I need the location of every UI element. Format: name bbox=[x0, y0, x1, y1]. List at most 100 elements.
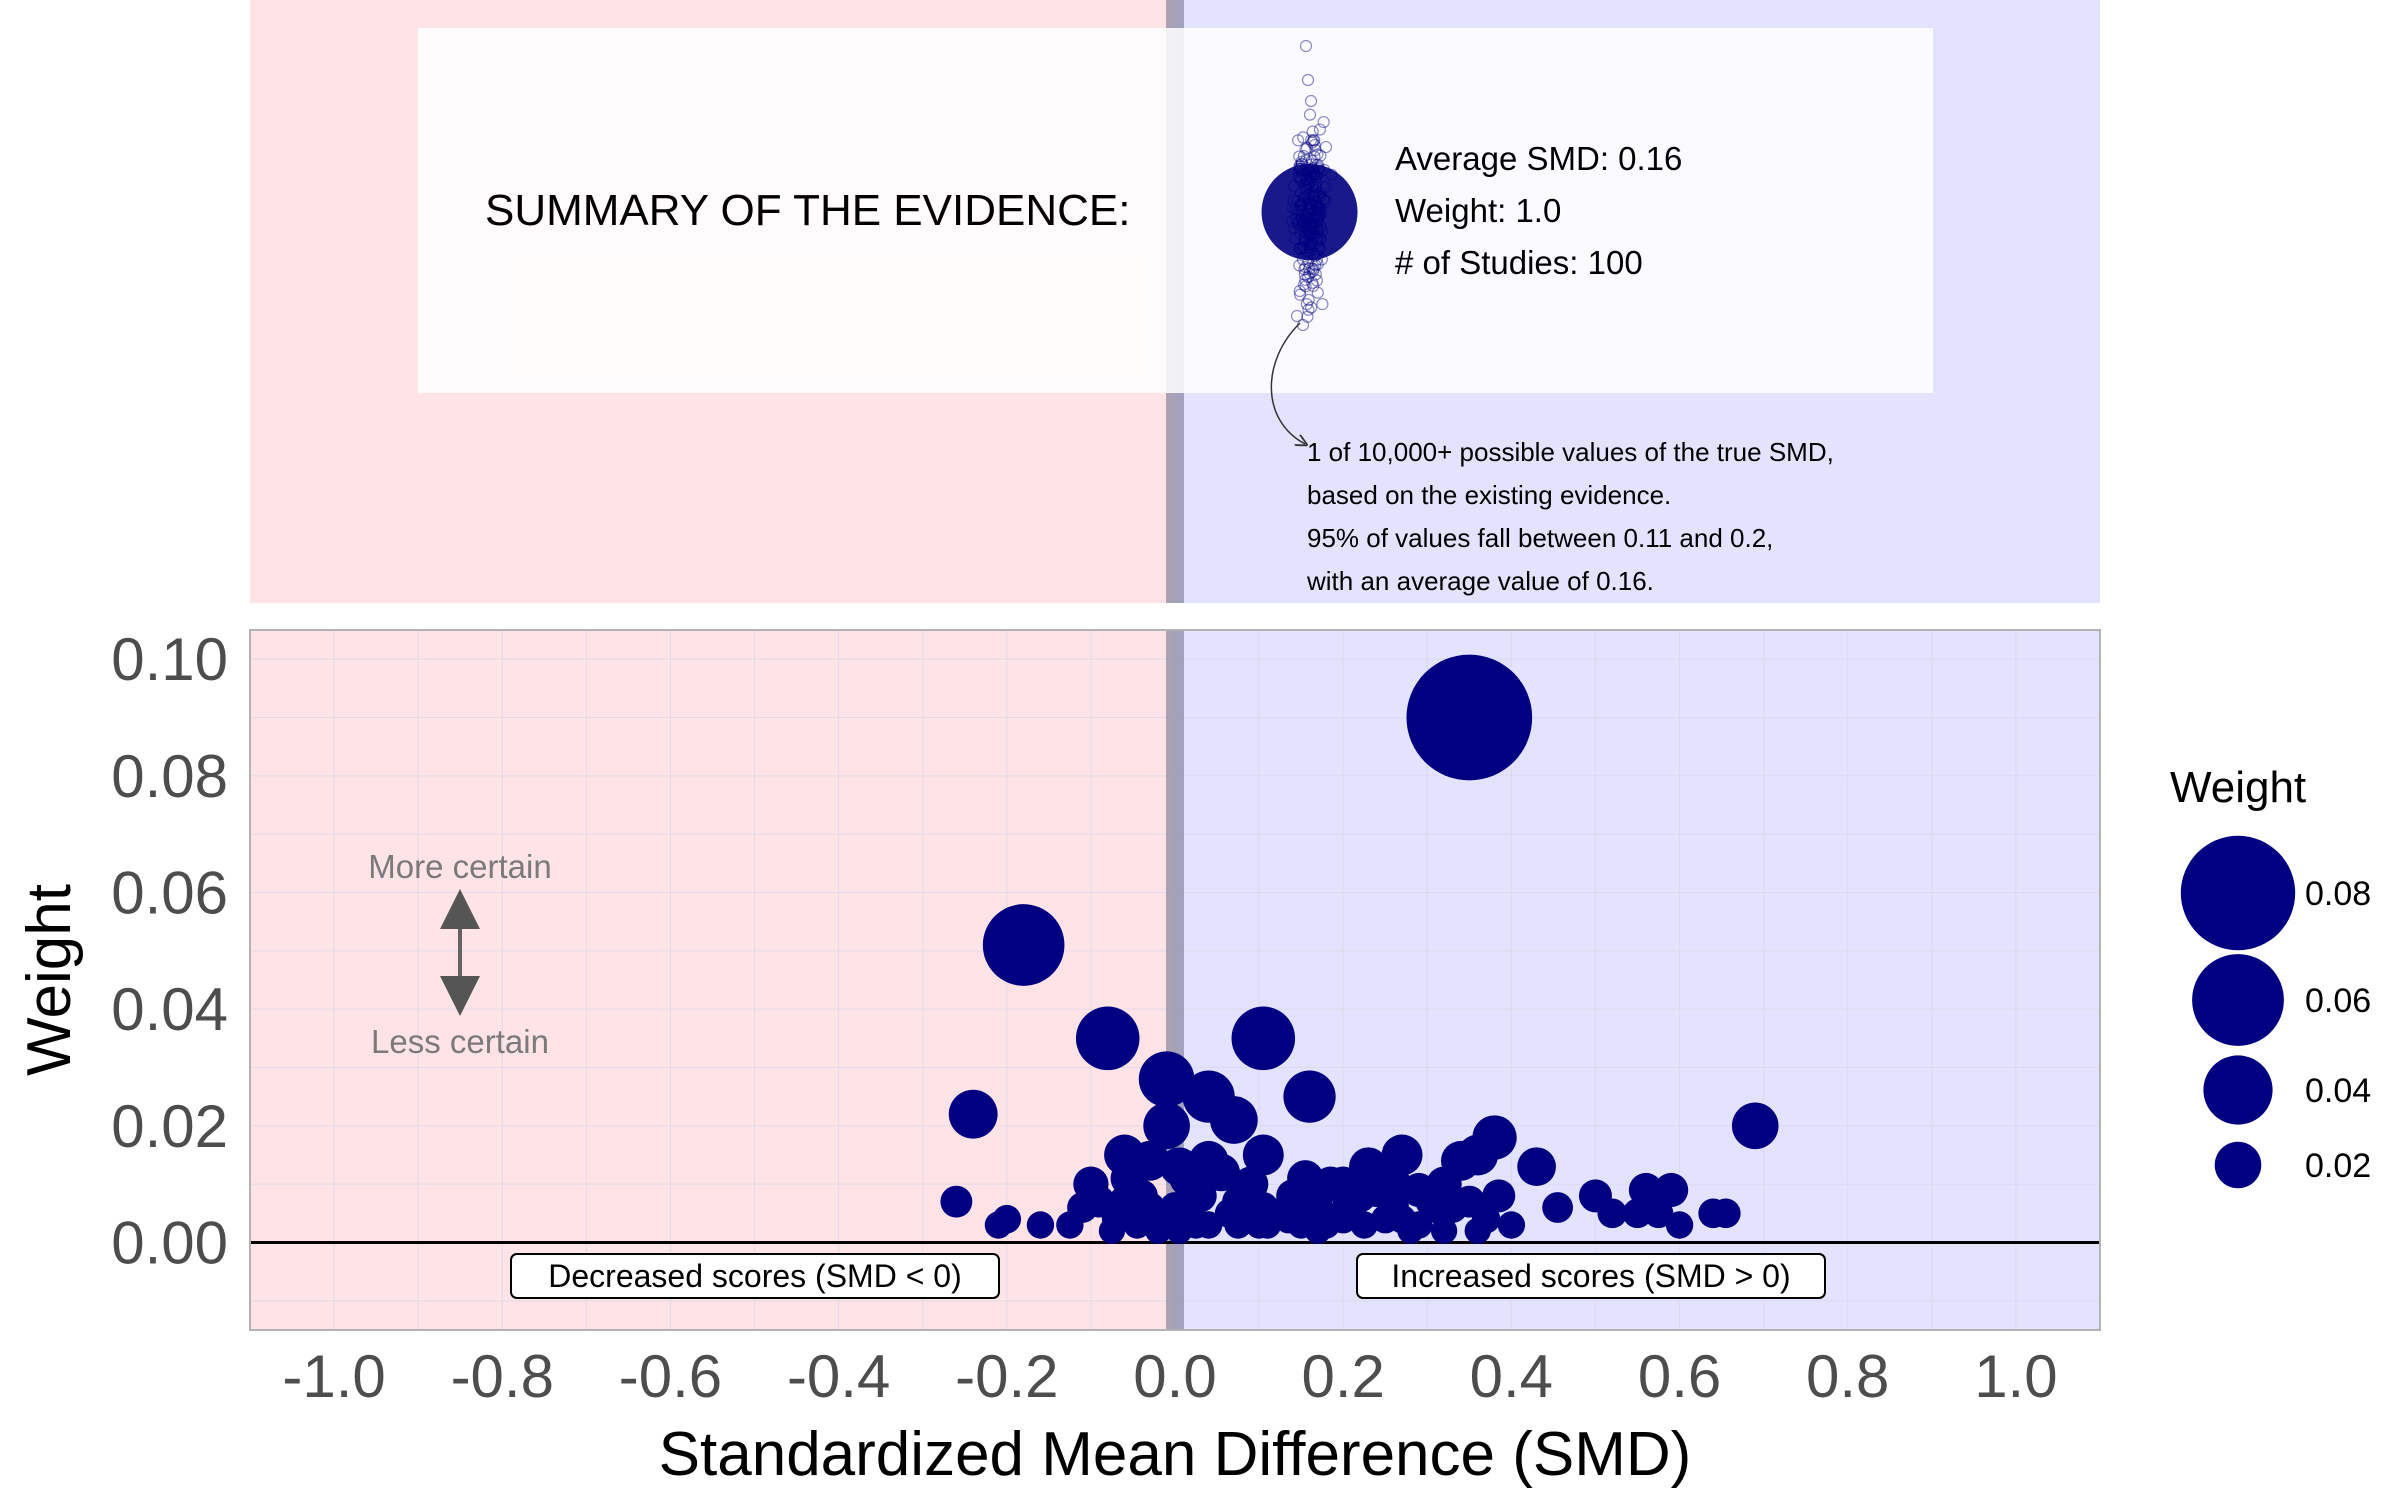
data-point bbox=[1209, 1096, 1258, 1144]
posterior-draw bbox=[1307, 134, 1320, 147]
posterior-draw bbox=[1303, 267, 1316, 280]
x-tick-label: -1.0 bbox=[282, 1343, 385, 1410]
posterior-draw bbox=[1303, 108, 1317, 121]
posterior-draw bbox=[1300, 141, 1314, 155]
data-point bbox=[1430, 1217, 1458, 1244]
legend-key bbox=[2214, 1141, 2262, 1189]
posterior-draw bbox=[1293, 259, 1306, 272]
data-point bbox=[982, 904, 1065, 986]
posterior-draw bbox=[1307, 262, 1320, 276]
summary-box bbox=[418, 28, 1933, 393]
data-point bbox=[1597, 1198, 1628, 1229]
data-point bbox=[1665, 1211, 1694, 1239]
posterior-draw bbox=[1299, 143, 1312, 156]
posterior-draw bbox=[1301, 73, 1315, 87]
data-point bbox=[1183, 1179, 1217, 1213]
x-tick-label: 0.0 bbox=[1133, 1343, 1216, 1410]
x-tick-label: -0.4 bbox=[787, 1343, 890, 1410]
posterior-draw bbox=[1303, 262, 1316, 275]
data-point bbox=[1231, 1006, 1296, 1071]
more-certain-label: More certain bbox=[368, 848, 551, 885]
posterior-draw bbox=[1314, 149, 1327, 162]
legend-key bbox=[2192, 954, 2284, 1046]
y-tick-label: 0.00 bbox=[111, 1210, 228, 1277]
less-certain-label: Less certain bbox=[371, 1023, 549, 1060]
posterior-draw bbox=[1310, 274, 1323, 287]
data-point bbox=[1542, 1192, 1574, 1223]
legend-label: 0.04 bbox=[2305, 1072, 2371, 1110]
posterior-draw bbox=[1299, 39, 1313, 53]
data-point bbox=[1166, 1217, 1193, 1244]
x-tick-label: -0.2 bbox=[955, 1343, 1058, 1410]
positive-label-box bbox=[1356, 1253, 1826, 1299]
data-point bbox=[1143, 1102, 1190, 1150]
data-point bbox=[1497, 1211, 1526, 1239]
x-tick-label: 1.0 bbox=[1974, 1343, 2057, 1410]
x-tick-label: -0.8 bbox=[451, 1343, 554, 1410]
summary-note-line-2: based on the existing evidence. bbox=[1307, 480, 1671, 510]
summary-heading: SUMMARY OF THE EVIDENCE: bbox=[485, 186, 1130, 235]
data-point bbox=[1304, 1217, 1332, 1244]
posterior-draw bbox=[1308, 138, 1321, 152]
posterior-draw bbox=[1299, 273, 1312, 286]
posterior-draw bbox=[1298, 268, 1311, 281]
posterior-draw bbox=[1306, 125, 1319, 138]
posterior-draw bbox=[1304, 94, 1318, 108]
legend-key bbox=[2203, 1055, 2273, 1125]
posterior-draw bbox=[1290, 309, 1304, 323]
posterior-draw bbox=[1299, 261, 1312, 274]
positive-region-label: Increased scores (SMD > 0) bbox=[1391, 1258, 1790, 1294]
data-point bbox=[1056, 1211, 1084, 1239]
posterior-draw bbox=[1305, 301, 1318, 314]
x-axis-title: Standardized Mean Difference (SMD) bbox=[659, 1420, 1692, 1489]
x-tick-label: -0.6 bbox=[619, 1343, 722, 1410]
summary-note-line-4: with an average value of 0.16. bbox=[1306, 566, 1654, 596]
posterior-draw bbox=[1305, 262, 1319, 275]
data-point bbox=[1202, 1153, 1241, 1192]
data-point bbox=[1145, 1217, 1172, 1244]
posterior-draw bbox=[1306, 276, 1319, 289]
summary-weight: Weight: 1.0 bbox=[1395, 192, 1561, 229]
data-point bbox=[1381, 1134, 1423, 1176]
summary-note-arrow bbox=[1270, 322, 1305, 444]
y-tick-label: 0.02 bbox=[111, 1093, 228, 1160]
data-point bbox=[1437, 1192, 1468, 1223]
data-point bbox=[1350, 1211, 1378, 1239]
legend-label: 0.02 bbox=[2305, 1147, 2371, 1185]
data-point bbox=[1622, 1198, 1653, 1229]
posterior-draw bbox=[1301, 270, 1315, 284]
posterior-draw bbox=[1299, 280, 1312, 293]
x-axis-ticks: -1.0 -0.8 -0.6 -0.4 -0.2 0.0 0.2 0.4 0.6 0.8 1.0 bbox=[282, 1343, 2057, 1410]
data-point bbox=[1075, 1006, 1140, 1071]
posterior-draw bbox=[1311, 286, 1324, 299]
summary-studies: # of Studies: 100 bbox=[1395, 244, 1643, 281]
x-tick-label: 0.4 bbox=[1470, 1343, 1553, 1410]
posterior-draw bbox=[1308, 134, 1321, 147]
posterior-draw bbox=[1294, 288, 1307, 301]
y-tick-label: 0.06 bbox=[111, 860, 228, 927]
posterior-draw bbox=[1297, 278, 1311, 291]
posterior-draw bbox=[1293, 150, 1306, 163]
posterior-draw bbox=[1300, 298, 1313, 311]
legend-title: Weight bbox=[2170, 763, 2306, 812]
negative-label-box bbox=[510, 1253, 1000, 1299]
data-point bbox=[1482, 1179, 1516, 1213]
data-point bbox=[984, 1211, 1013, 1239]
legend-label: 0.08 bbox=[2305, 875, 2371, 913]
posterior-draw bbox=[1319, 140, 1333, 154]
data-point bbox=[1026, 1211, 1055, 1239]
posterior-draw bbox=[1305, 134, 1318, 147]
data-point bbox=[1397, 1217, 1424, 1244]
y-tick-label: 0.08 bbox=[111, 743, 228, 810]
summary-note-line-1: 1 of 10,000+ possible values of the true… bbox=[1307, 437, 1834, 467]
data-point bbox=[1283, 1070, 1336, 1123]
data-point bbox=[1242, 1134, 1284, 1176]
data-point bbox=[1654, 1172, 1689, 1208]
y-tick-label: 0.04 bbox=[111, 976, 228, 1043]
data-points bbox=[940, 654, 1779, 1244]
data-point bbox=[1224, 1211, 1252, 1239]
y-axis-ticks: 0.00 0.02 0.04 0.06 0.08 0.10 bbox=[111, 626, 228, 1276]
data-point bbox=[1517, 1147, 1556, 1187]
summary-note-line-3: 95% of values fall between 0.11 and 0.2, bbox=[1307, 523, 1773, 553]
x-tick-label: 0.8 bbox=[1806, 1343, 1889, 1410]
